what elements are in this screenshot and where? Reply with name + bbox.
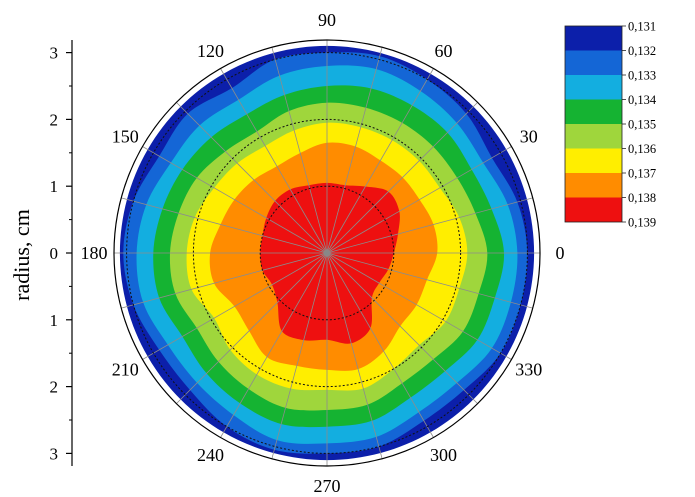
legend-swatch	[565, 173, 622, 198]
legend-label: 0,133	[628, 69, 656, 83]
spoke-line	[220, 68, 328, 254]
angle-label-180: 180	[81, 243, 108, 263]
legend-swatch	[565, 99, 622, 124]
angle-label-150: 150	[112, 127, 139, 147]
spoke-line	[142, 252, 328, 360]
angle-label-240: 240	[197, 445, 224, 465]
y-tick-label: 3	[50, 44, 59, 63]
y-tick-label: 1	[50, 311, 59, 330]
radius-circle	[259, 185, 395, 321]
y-tick-label: 2	[50, 378, 59, 397]
y-tick-label: 2	[50, 110, 59, 129]
spoke-line	[271, 47, 328, 254]
radius-circle	[126, 52, 528, 454]
angle-label-90: 90	[318, 10, 336, 30]
radius-axis: 3 2 1 0 1 2 3	[50, 40, 73, 466]
outer-circle	[113, 39, 541, 467]
spoke-line	[121, 252, 328, 309]
y-tick-label: 3	[50, 444, 59, 463]
spoke-line	[220, 252, 328, 438]
spoke-line	[176, 102, 328, 254]
angle-label-120: 120	[197, 41, 224, 61]
spoke-line	[271, 252, 328, 459]
angle-label-330: 330	[515, 360, 542, 380]
angle-label-300: 300	[430, 445, 457, 465]
legend-label: 0,137	[628, 167, 656, 181]
legend-swatch	[565, 26, 622, 51]
radius-circle	[192, 118, 462, 388]
angle-labels: 0 30 60 90 120 150 180 210 240 270 300 330	[81, 10, 565, 496]
spoke-line	[326, 252, 383, 459]
legend-swatch	[565, 50, 622, 75]
angle-label-210: 210	[112, 360, 139, 380]
spoke-line	[326, 47, 383, 254]
y-axis-label: radius, cm	[9, 209, 34, 301]
spoke-line	[142, 146, 328, 254]
legend-swatch	[565, 148, 622, 173]
spoke-line	[121, 197, 328, 254]
legend-swatch	[565, 124, 622, 149]
center-point	[324, 250, 330, 256]
legend-swatch	[565, 197, 622, 222]
spoke-line	[326, 146, 512, 254]
spoke-line	[326, 197, 533, 254]
spoke-line	[326, 252, 478, 404]
angle-label-270: 270	[314, 476, 341, 496]
legend-swatch	[565, 75, 622, 100]
spoke-line	[176, 252, 328, 404]
legend-label: 0,136	[628, 142, 656, 156]
angle-label-60: 60	[435, 41, 453, 61]
legend-label: 0,131	[628, 20, 656, 34]
legend-label: 0,138	[628, 191, 656, 205]
polar-grid	[113, 39, 541, 467]
angle-label-30: 30	[520, 127, 538, 147]
spoke-line	[326, 102, 478, 254]
spoke-line	[326, 252, 512, 360]
y-tick-label: 0	[50, 244, 59, 263]
spoke-line	[326, 252, 533, 309]
legend-label: 0,139	[628, 216, 656, 230]
legend: 0,131 0,132 0,133 0,134 0,135 0,136 0,137 0,138…	[564, 20, 657, 230]
angle-label-0: 0	[556, 243, 565, 263]
legend-label: 0,132	[628, 44, 656, 58]
y-tick-label: 1	[50, 177, 59, 196]
legend-label: 0,135	[628, 118, 656, 132]
spoke-line	[326, 68, 434, 254]
legend-label: 0,134	[628, 93, 657, 107]
spoke-line	[326, 252, 434, 438]
